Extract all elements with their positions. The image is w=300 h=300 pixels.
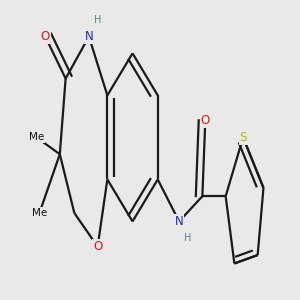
Text: H: H — [184, 233, 191, 243]
Text: S: S — [239, 131, 247, 144]
Text: Me: Me — [29, 132, 44, 142]
Text: N: N — [85, 30, 93, 43]
Text: O: O — [201, 114, 210, 127]
Text: H: H — [94, 15, 101, 25]
Text: O: O — [93, 240, 102, 253]
Text: O: O — [40, 30, 50, 43]
Text: Me: Me — [32, 208, 47, 218]
Text: N: N — [175, 215, 184, 228]
